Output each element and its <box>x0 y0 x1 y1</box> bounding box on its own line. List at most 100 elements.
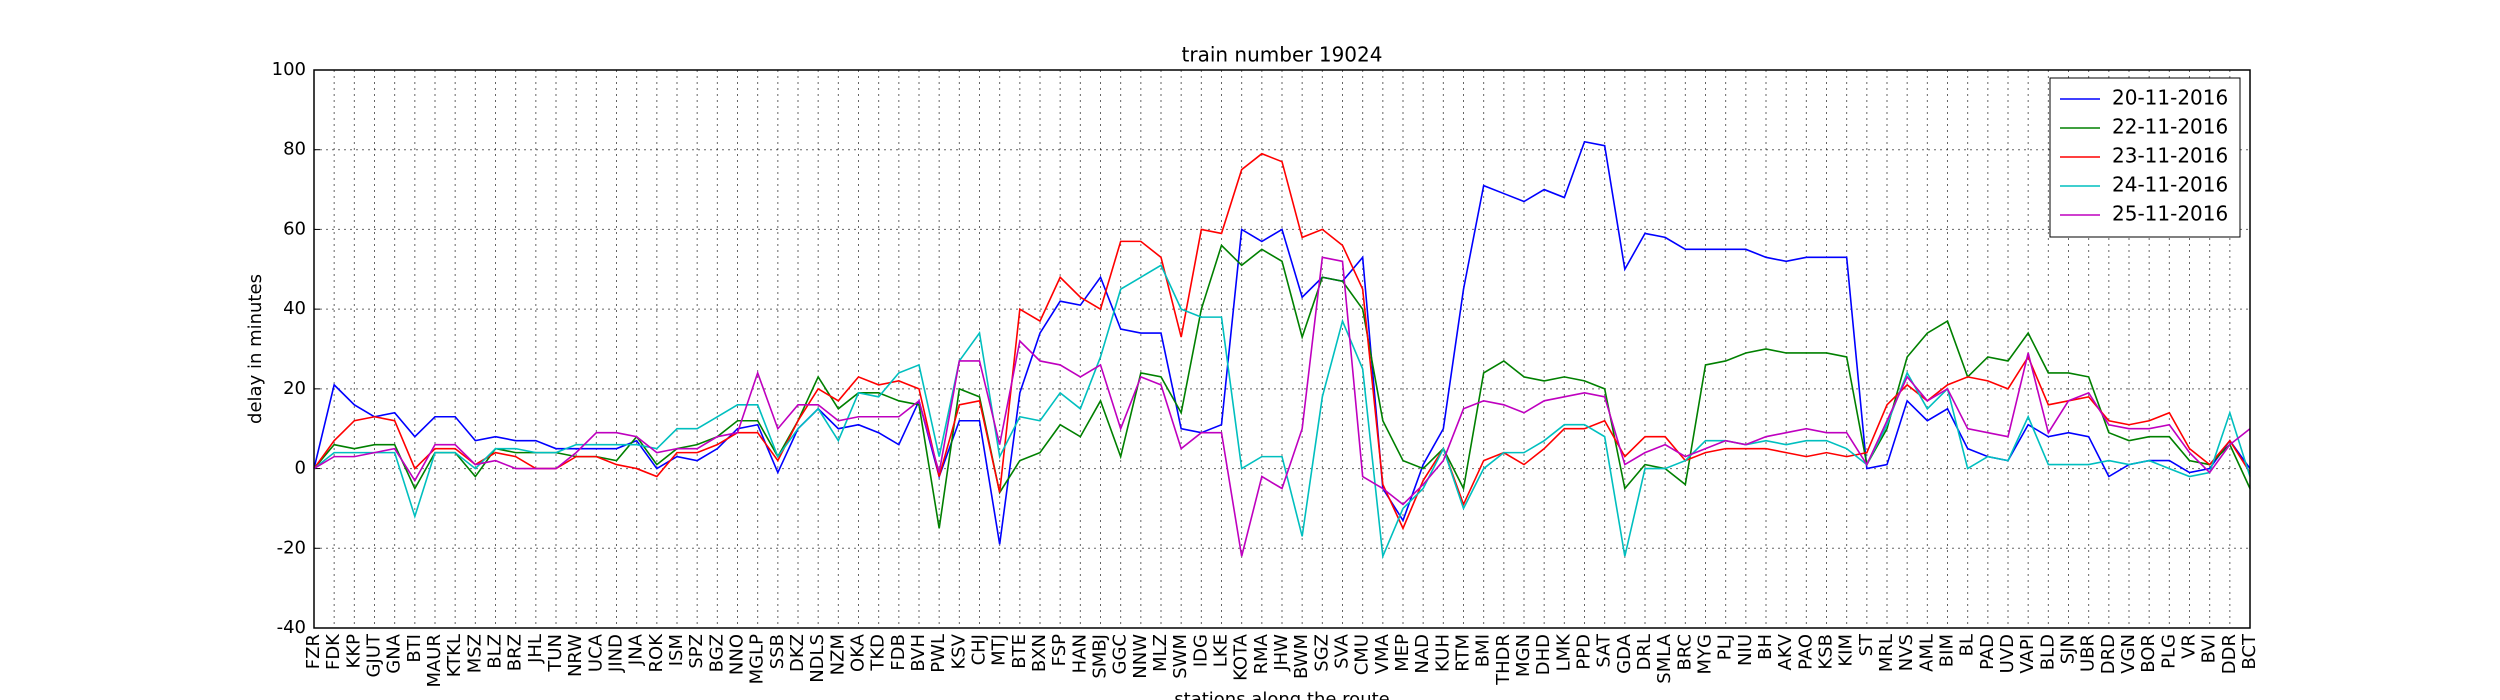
x-tick-label: SGZ <box>1311 634 1332 672</box>
x-tick-label: KOTA <box>1231 633 1252 681</box>
x-tick-label: HAN <box>1069 634 1090 673</box>
x-tick-label: VGN <box>2118 634 2139 674</box>
x-tick-label: KIM <box>1836 634 1857 667</box>
x-tick-label: NRW <box>565 634 586 677</box>
y-tick-label: -20 <box>277 537 306 558</box>
x-tick-label: MYG <box>1695 634 1716 674</box>
x-tick-label: NZM <box>827 634 848 675</box>
x-tick-label: JHL <box>525 634 546 664</box>
x-tick-label: NNW <box>1130 634 1151 679</box>
x-tick-label: DRD <box>2098 634 2119 674</box>
x-tick-label: PLJ <box>1715 634 1736 660</box>
x-tick-label: DRL <box>1634 634 1655 670</box>
x-tick-label: GDA <box>1614 633 1635 673</box>
x-tick-label: BVI <box>2199 634 2220 663</box>
x-tick-label: FDB <box>888 634 909 671</box>
x-tick-label: DDR <box>2219 634 2240 674</box>
x-tick-label: SPZ <box>686 634 707 669</box>
x-tick-label: BCT <box>2239 633 2260 670</box>
x-tick-label: NVS <box>1896 634 1917 671</box>
x-tick-label: THDR <box>1493 634 1514 686</box>
x-tick-label: BMI <box>1473 634 1494 667</box>
x-tick-label: SJN <box>2058 634 2079 664</box>
x-tick-label: SMBJ <box>1090 634 1111 679</box>
x-tick-label: SSB <box>767 634 788 669</box>
x-tick-label: BVH <box>908 634 929 672</box>
x-tick-label: NNO <box>727 634 748 675</box>
line <box>313 140 2251 545</box>
x-tick-label: LMK <box>1553 633 1574 672</box>
x-axis-label: stations along the route <box>1174 689 1389 700</box>
x-tick-label: KSV <box>948 633 969 669</box>
x-tick-label: JHW <box>1271 634 1292 672</box>
x-tick-label: BLD <box>2037 634 2058 670</box>
x-tick-label: MGLP <box>747 634 768 685</box>
x-tick-label: VR <box>2179 634 2200 659</box>
legend-label: 22-11-2016 <box>2112 115 2228 139</box>
y-tick-label: 100 <box>272 59 306 80</box>
legend-label: 20-11-2016 <box>2112 86 2228 110</box>
x-tick-label: DHD <box>1533 634 1554 675</box>
y-tick-label: 20 <box>283 378 306 399</box>
line <box>313 256 2251 557</box>
x-tick-label: KUH <box>1432 634 1453 672</box>
x-tick-label: IDG <box>1190 634 1211 667</box>
x-tick-label: BTI <box>404 634 425 663</box>
x-tick-label: BOR <box>2138 634 2159 673</box>
x-tick-label: DKZ <box>787 634 808 672</box>
x-tick-label: NDLS <box>807 634 828 683</box>
x-tick-label: GGC <box>1110 634 1131 674</box>
x-tick-label: PAD <box>1977 634 1998 670</box>
y-axis-label: delay in minutes <box>245 274 266 424</box>
x-tick-label: JNA <box>626 633 647 666</box>
x-tick-label: FZR <box>303 634 324 669</box>
x-tick-label: KKP <box>343 634 364 669</box>
legend-label: 24-11-2016 <box>2112 173 2228 197</box>
x-tick-label: SAT <box>1594 633 1615 668</box>
x-tick-label: TKD <box>868 634 889 672</box>
legend-label: 25-11-2016 <box>2112 202 2228 226</box>
y-tick-label: 60 <box>283 218 306 239</box>
x-tick-label: VAPI <box>2017 634 2038 674</box>
x-tick-label: AKV <box>1775 633 1796 670</box>
x-tick-label: UCA <box>585 633 606 672</box>
x-tick-label: GJUT <box>364 633 385 677</box>
x-tick-label: NAD <box>1412 634 1433 674</box>
x-tick-label: BTE <box>1009 634 1030 669</box>
x-tick-label: MLZ <box>1150 634 1171 672</box>
x-tick-label: BGZ <box>706 634 727 672</box>
x-tick-label: ST <box>1856 633 1877 656</box>
x-tick-label: BIM <box>1937 634 1958 667</box>
plot-frame <box>313 69 2251 629</box>
y-tick-label: -40 <box>277 617 306 638</box>
legend-label: 23-11-2016 <box>2112 144 2228 168</box>
x-tick-label: GNA <box>384 633 405 673</box>
x-tick-label: MRL <box>1876 634 1897 672</box>
x-tick-label: VMA <box>1372 633 1393 674</box>
y-tick-label: 40 <box>283 298 306 319</box>
x-tick-label: RTM <box>1453 634 1474 672</box>
x-tick-label: BWM <box>1291 634 1312 679</box>
x-tick-label: MGN <box>1513 634 1534 677</box>
y-tick-label: 80 <box>283 139 306 160</box>
x-tick-label: ISM <box>666 634 687 666</box>
x-tick-label: UVD <box>1997 634 2018 673</box>
x-tick-label: OKA <box>848 633 869 672</box>
x-tick-label: JIND <box>606 634 627 673</box>
x-tick-label: BRZ <box>505 634 526 671</box>
x-tick-label: LKE <box>1211 634 1232 667</box>
x-tick-label: NIU <box>1735 634 1756 666</box>
line <box>313 264 2251 560</box>
x-tick-label: MAUR <box>424 634 445 688</box>
x-tick-label: BL <box>1957 634 1978 656</box>
y-tick-label: 0 <box>295 458 306 479</box>
x-tick-label: ROK <box>646 633 667 673</box>
x-tick-label: MSZ <box>464 634 485 673</box>
x-tick-label: KTKL <box>444 634 465 677</box>
chart-title: train number 19024 <box>1182 43 1383 67</box>
x-tick-label: SMLA <box>1654 633 1675 683</box>
x-tick-label: PAO <box>1795 634 1816 670</box>
x-tick-label: CHJ <box>969 634 990 665</box>
x-tick-label: RMA <box>1251 633 1272 674</box>
